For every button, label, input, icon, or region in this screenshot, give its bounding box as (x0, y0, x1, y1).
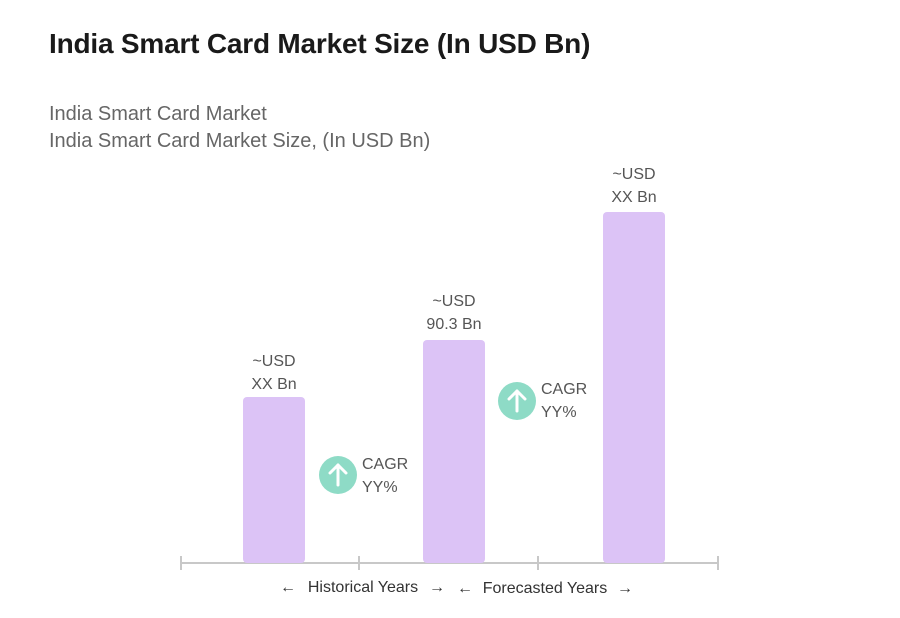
bar-1-label-line1: ~USD (252, 353, 295, 370)
bar-2 (423, 340, 485, 563)
bar-3 (603, 212, 665, 563)
cagr-value: YY% (541, 404, 577, 421)
cagr-value: YY% (362, 479, 398, 496)
arrow-left-icon: ← (457, 580, 473, 597)
bar-3-label-line2: XX Bn (611, 189, 656, 206)
cagr-annotation-1: CAGR YY% (319, 456, 408, 496)
chart-subtitle-units: India Smart Card Market Size, (In USD Bn… (49, 130, 431, 152)
historical-years-text: Historical Years (308, 579, 418, 596)
arrow-right-icon: → (617, 580, 633, 597)
historical-years-label: ← Historical Years → (280, 579, 445, 596)
cagr-label: CAGR (541, 381, 587, 398)
cagr-label: CAGR (362, 456, 408, 473)
bar-2-label-line2: 90.3 Bn (426, 316, 481, 333)
arrow-right-icon: → (429, 579, 445, 596)
forecasted-years-label: ← Forecasted Years → (457, 580, 633, 597)
bar-1-label-line2: XX Bn (251, 376, 296, 393)
arrow-up-icon (507, 389, 527, 413)
cagr-annotation-2: CAGR YY% (498, 381, 587, 421)
bar-3-label-line1: ~USD (612, 166, 655, 183)
arrow-up-icon (328, 463, 348, 487)
chart-title: India Smart Card Market Size (In USD Bn) (49, 28, 591, 59)
bar-2-label-line1: ~USD (432, 293, 475, 310)
forecasted-years-text: Forecasted Years (483, 580, 608, 597)
bar-1 (243, 397, 305, 563)
arrow-left-icon: ← (280, 579, 296, 596)
chart-subtitle: India Smart Card Market (49, 103, 267, 125)
